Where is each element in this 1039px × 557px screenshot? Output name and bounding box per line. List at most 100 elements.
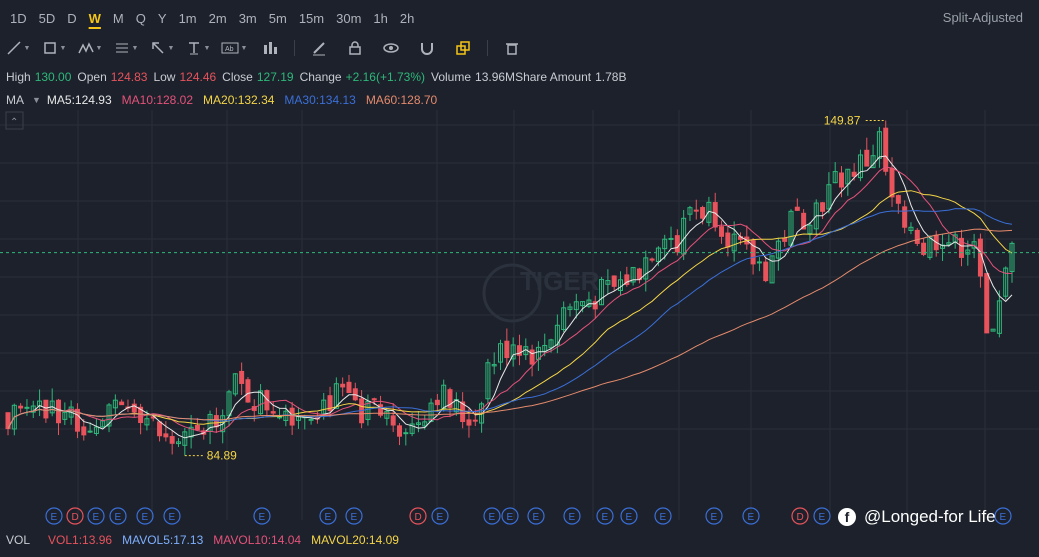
event-marker-label: E <box>507 512 514 523</box>
ma30-value: MA30:134.13 <box>284 93 356 107</box>
high-value: 130.00 <box>34 70 72 84</box>
candle-body <box>857 154 863 179</box>
tiger-logo: TIGER <box>520 266 600 296</box>
ma30-line <box>7 208 1013 429</box>
timeframe-5m[interactable]: 5m <box>268 10 287 26</box>
event-marker-label: E <box>437 512 444 523</box>
candle-body <box>472 419 478 422</box>
low-label: Low <box>153 70 176 84</box>
timeframe-15m[interactable]: 15m <box>298 10 325 26</box>
trash-icon[interactable] <box>494 36 530 60</box>
event-marker-label: E <box>533 512 540 523</box>
grid <box>0 110 1039 520</box>
candle-body <box>826 184 832 210</box>
candle-body <box>232 373 238 395</box>
fib-icon[interactable]: ▼ <box>115 43 139 53</box>
event-marker <box>791 507 809 525</box>
event-marker <box>654 507 672 525</box>
candle-body <box>447 389 453 408</box>
vol-label: VOL <box>6 533 31 547</box>
event-marker-label: E <box>351 512 358 523</box>
event-marker <box>136 507 154 525</box>
candle-body <box>946 242 952 246</box>
timeframe-w[interactable]: W <box>88 10 101 26</box>
ma20-line <box>7 190 1013 429</box>
candle-body <box>965 249 971 255</box>
candle-body <box>839 172 845 188</box>
label-icon[interactable]: Ab ▼ <box>216 36 252 60</box>
timeframe-1m[interactable]: 1m <box>178 10 197 26</box>
volume-legend: VOL VOL1:13.96 MAVOL5:17.13 MAVOL10:14.0… <box>0 530 399 550</box>
change-label: Change <box>299 70 342 84</box>
candle-body <box>5 412 11 430</box>
collapse-button <box>5 111 24 130</box>
event-marker <box>813 507 831 525</box>
timeframe-30m[interactable]: 30m <box>336 10 362 26</box>
candle-body <box>914 229 920 244</box>
arrow-icon[interactable]: ▼ <box>144 36 180 60</box>
timeframe-2h[interactable]: 2h <box>399 10 415 26</box>
candle-body <box>371 398 377 401</box>
candle-body <box>220 415 226 433</box>
event-marker <box>163 507 181 525</box>
magnet-icon[interactable] <box>409 36 445 60</box>
candle-body <box>567 306 573 310</box>
trendline-icon[interactable]: ▼ <box>0 36 36 60</box>
event-marker-label: E <box>569 512 576 523</box>
timeframe-1d[interactable]: 1D <box>10 10 27 26</box>
candle-body <box>807 224 813 235</box>
facebook-icon: f <box>838 508 856 526</box>
lock-icon[interactable] <box>337 36 373 60</box>
timeframe-y[interactable]: Y <box>157 10 167 26</box>
candle-body <box>333 383 339 409</box>
rectangle-icon[interactable]: ▼ <box>36 36 72 60</box>
timeframe-2m[interactable]: 2m <box>208 10 227 26</box>
candle-body <box>163 433 169 438</box>
timeframe-1h[interactable]: 1h <box>373 10 388 26</box>
event-marker-label: D <box>797 512 804 523</box>
candle-body <box>630 267 636 283</box>
candle-body <box>270 411 276 414</box>
timeframe-q[interactable]: Q <box>135 10 146 26</box>
candle-body <box>409 423 415 434</box>
bars-icon[interactable] <box>252 36 288 60</box>
event-marker <box>501 507 519 525</box>
eye-icon[interactable] <box>373 36 409 60</box>
candle-body <box>700 207 706 219</box>
event-marker <box>563 507 581 525</box>
candle-body <box>794 206 800 211</box>
event-marker-label: E <box>325 512 332 523</box>
ma-selector[interactable]: MA <box>6 93 24 107</box>
candle-body <box>504 340 510 359</box>
candle-body <box>510 344 516 360</box>
ma-dropdown-icon[interactable]: ▼ <box>32 95 41 105</box>
candle-body <box>498 343 504 363</box>
event-marker <box>527 507 545 525</box>
text-icon[interactable]: ▼ <box>188 42 211 55</box>
timeframe-m[interactable]: M <box>112 10 124 26</box>
adjust-selector[interactable]: Split-Adjusted <box>942 10 1023 25</box>
timeframe-d[interactable]: D <box>67 10 77 26</box>
mavol5-value: MAVOL5:17.13 <box>122 533 204 547</box>
high-marker-label: 149.87 <box>824 114 861 128</box>
pattern-icon[interactable]: ▼ <box>72 36 108 60</box>
pencil-icon[interactable] <box>301 36 337 60</box>
high-label: High <box>6 70 31 84</box>
event-marker <box>994 507 1012 525</box>
event-marker <box>483 507 501 525</box>
timeframe-5d[interactable]: 5D <box>38 10 56 26</box>
timeframe-3m[interactable]: 3m <box>238 10 257 26</box>
watermark: f @Longed-for Life <box>838 507 996 527</box>
candle-body <box>756 261 762 264</box>
candle-body <box>984 273 990 334</box>
candle-body <box>655 247 661 263</box>
candle-body <box>889 167 895 198</box>
quote-bar: High 130.00 Open 124.83 Low 124.46 Close… <box>0 66 1039 88</box>
candle-body <box>687 207 693 215</box>
candle-body <box>131 403 137 413</box>
layers-icon[interactable] <box>445 36 481 60</box>
candle-body <box>561 307 567 331</box>
candle-body <box>801 212 807 230</box>
amount-label: Share Amount <box>515 70 592 84</box>
